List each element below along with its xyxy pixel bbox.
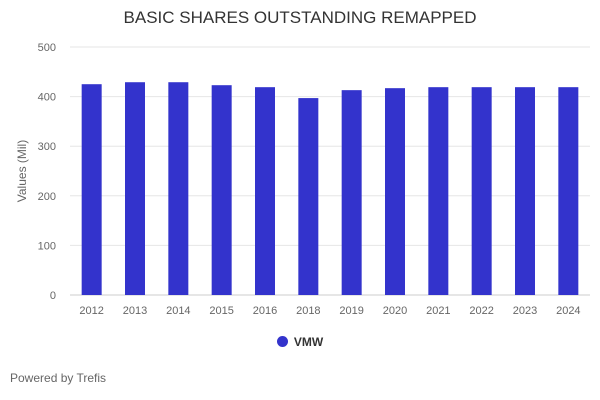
legend-label: VMW (293, 335, 324, 349)
x-tick-label: 2014 (166, 305, 190, 317)
x-tick-label: 2013 (123, 305, 147, 317)
x-tick-label: 2015 (209, 305, 233, 317)
y-tick-label: 400 (38, 92, 56, 104)
bar-2019 (341, 90, 362, 295)
bar-2014 (168, 82, 189, 295)
x-tick-label: 2024 (556, 305, 580, 317)
bar-2012 (81, 84, 102, 295)
x-tick-label: 2019 (339, 305, 363, 317)
bar-2022 (471, 87, 492, 296)
bar-2013 (125, 82, 145, 295)
x-tick-label: 2020 (383, 305, 407, 317)
y-tick-label: 500 (38, 42, 56, 54)
x-tick-label: 2022 (469, 305, 493, 317)
chart-title: BASIC SHARES OUTSTANDING REMAPPED (123, 8, 477, 27)
y-tick-label: 300 (38, 141, 56, 153)
y-tick-label: 0 (50, 290, 56, 302)
x-tick-label: 2018 (296, 305, 320, 317)
y-tick-label: 100 (38, 240, 56, 252)
bar-chart: 0 100 200 300 400 500 Values (Mil) 2012 2013 2014… (15, 42, 590, 317)
bar-2015 (211, 85, 232, 295)
x-tick-label: 2021 (426, 305, 450, 317)
legend[interactable]: VMW (0, 335, 600, 349)
bar-2016 (255, 87, 275, 296)
y-tick-label: 200 (38, 191, 56, 203)
x-tick-label: 2012 (79, 305, 103, 317)
legend-marker (276, 336, 288, 347)
footer-credit: Powered by Trefis (10, 371, 107, 385)
bar-2023 (515, 87, 535, 296)
bar-2020 (385, 88, 405, 295)
y-axis-label: Values (Mil) (15, 140, 29, 202)
x-tick-label: 2016 (253, 305, 277, 317)
bar-2024 (558, 87, 579, 296)
bar-2021 (428, 87, 449, 296)
x-tick-label: 2023 (513, 305, 537, 317)
bar-2018 (298, 98, 319, 295)
